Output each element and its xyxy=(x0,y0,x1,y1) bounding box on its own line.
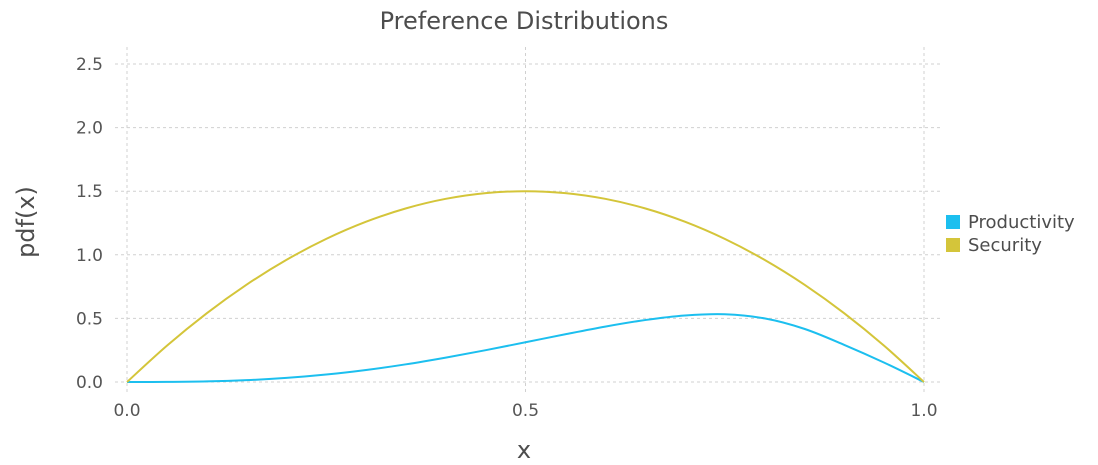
y-tick-label: 2.0 xyxy=(76,119,103,139)
chart-title: Preference Distributions xyxy=(380,7,669,35)
y-tick-label: 1.0 xyxy=(76,246,103,266)
legend-label: Security xyxy=(968,235,1042,256)
legend-swatch xyxy=(946,238,960,252)
tick-labels: 0.0 0.5 1.0 1.5 2.0 2.5 0.0 0.5 1.0 xyxy=(76,55,938,421)
y-tick-label: 0.0 xyxy=(76,373,103,393)
series-layer xyxy=(126,190,925,383)
x-axis-label: x xyxy=(517,436,531,464)
y-axis-label: pdf(x) xyxy=(12,186,40,258)
legend-swatch xyxy=(946,215,960,229)
x-tick-label: 0.0 xyxy=(113,401,140,421)
series-line-security xyxy=(126,190,925,383)
x-tick-label: 1.0 xyxy=(910,401,937,421)
y-tick-label: 0.5 xyxy=(76,309,103,329)
grid xyxy=(115,47,940,392)
y-tick-label: 1.5 xyxy=(76,182,103,202)
series-line-productivity xyxy=(126,313,925,383)
y-tick-label: 2.5 xyxy=(76,55,103,75)
legend-label: Productivity xyxy=(968,212,1075,233)
x-tick-label: 0.5 xyxy=(512,401,539,421)
